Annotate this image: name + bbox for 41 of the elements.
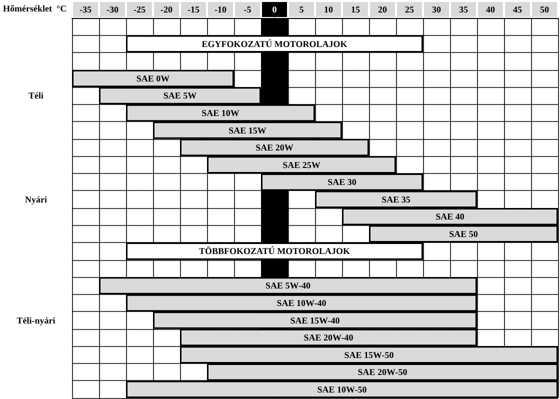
- data-label: EGYFOKOZATÚ MOTOROLAJOK: [202, 38, 348, 49]
- data-label: SAE 15W-50: [344, 350, 394, 360]
- x-tick-label: -5: [244, 4, 252, 14]
- x-tick-label: -25: [134, 4, 146, 14]
- x-tick-label: 15: [351, 4, 360, 14]
- x-tick-label: 25: [405, 4, 414, 14]
- y-tick-label: Téli-nyári: [16, 315, 56, 326]
- x-tick-label: 10: [324, 4, 334, 14]
- x-tick-label: -35: [80, 4, 92, 14]
- data-label: SAE 20W-50: [358, 367, 408, 378]
- data-label: SAE 10W-50: [317, 384, 368, 394]
- data-label: SAE 30: [328, 177, 357, 188]
- x-tick-label: 5: [299, 4, 304, 14]
- data-label: SAE 5W: [163, 90, 197, 101]
- x-tick-label: 20: [378, 4, 388, 14]
- data-label: SAE 15W-40: [290, 315, 340, 326]
- x-tick-label: 0: [272, 4, 278, 14]
- data-label: TÖBBFOKOZATÚ MOTOROLAJOK: [199, 246, 350, 256]
- x-tick-label: 35: [459, 4, 468, 14]
- data-label: SAE 35: [382, 194, 411, 204]
- data-label: SAE 40: [436, 212, 465, 222]
- x-tick-label: -30: [106, 4, 119, 14]
- data-label: SAE 5W-40: [266, 280, 311, 291]
- y-tick-label: Téli: [28, 90, 44, 101]
- x-tick-label: -15: [188, 4, 200, 14]
- x-tick-label: -10: [214, 4, 227, 14]
- data-label: SAE 20W: [256, 142, 294, 153]
- data-label: SAE 15W: [228, 125, 266, 136]
- x-tick-label: 45: [513, 4, 522, 14]
- x-tick-label: -20: [160, 4, 173, 14]
- x-tick-label: 30: [432, 4, 442, 14]
- x-tick-label: 40: [486, 4, 496, 14]
- data-label: SAE 25W: [282, 160, 320, 170]
- data-label: SAE 10W-40: [276, 298, 327, 308]
- data-label: SAE 10W: [202, 108, 240, 118]
- x-axis-title: Hőmérséklet °C: [3, 4, 67, 14]
- data-label: SAE 20W-40: [304, 332, 354, 343]
- y-tick-label: Nyári: [25, 194, 48, 204]
- data-label: SAE 0W: [136, 73, 170, 84]
- data-label: SAE 50: [449, 228, 478, 239]
- x-tick-label: 50: [540, 4, 550, 14]
